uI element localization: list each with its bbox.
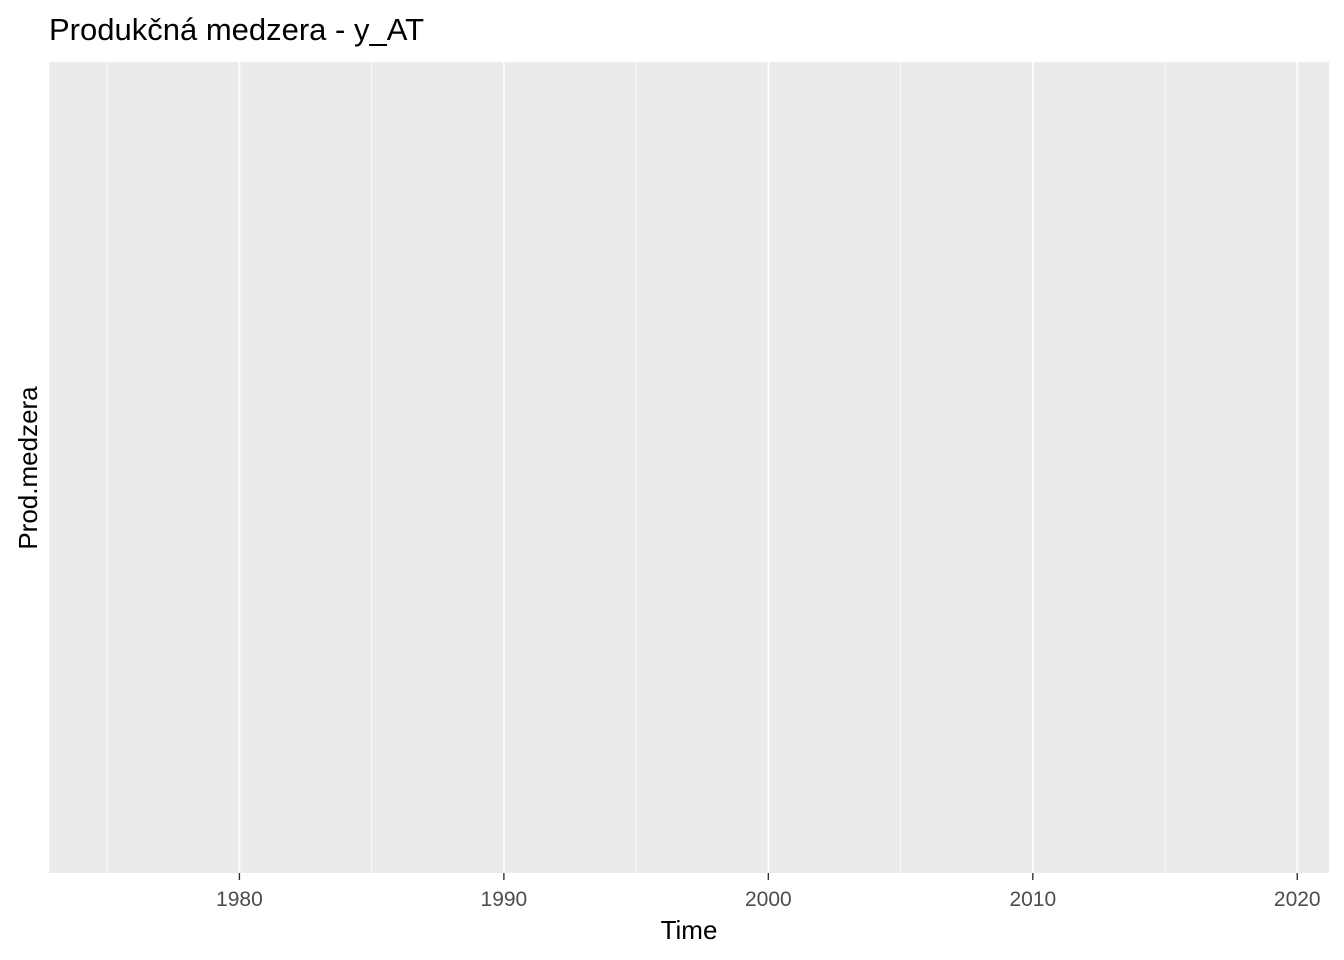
x-tick-label: 1990 — [481, 888, 528, 911]
x-axis-title: Time — [661, 915, 718, 945]
major-gridlines — [238, 62, 1299, 873]
chart-title: Produkčná medzera - y_AT — [49, 12, 424, 47]
x-axis-tick-labels: 1980 1990 2000 2010 2020 — [216, 888, 1321, 911]
minor-gridlines — [106, 62, 1166, 873]
x-tick-label: 1980 — [216, 888, 263, 911]
plot-panel — [49, 62, 1329, 873]
y-axis-title: Prod.medzera — [13, 386, 43, 550]
x-tick-label: 2010 — [1009, 888, 1056, 911]
x-tick-label: 2000 — [745, 888, 792, 911]
x-tick-label: 2020 — [1274, 888, 1321, 911]
x-axis-ticks — [238, 873, 1298, 880]
